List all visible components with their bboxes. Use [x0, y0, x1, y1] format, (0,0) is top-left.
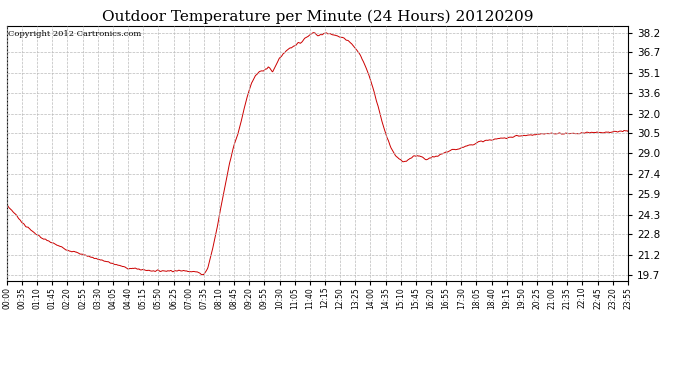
Title: Outdoor Temperature per Minute (24 Hours) 20120209: Outdoor Temperature per Minute (24 Hours… — [101, 9, 533, 24]
Text: Copyright 2012 Cartronics.com: Copyright 2012 Cartronics.com — [8, 30, 141, 38]
